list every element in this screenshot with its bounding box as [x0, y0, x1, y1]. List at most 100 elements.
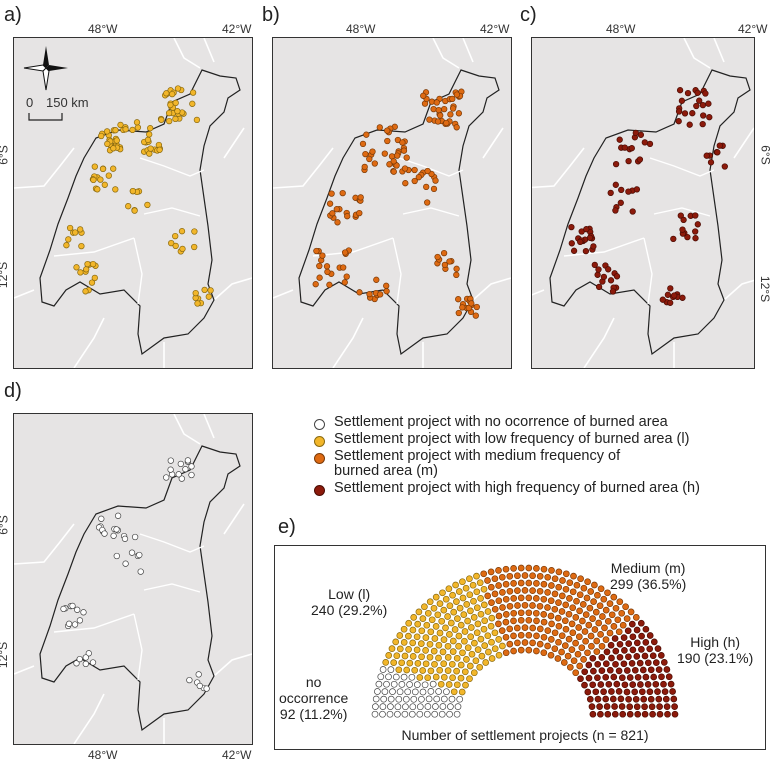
settlement-point-medium [393, 162, 400, 169]
settlement-point-medium [455, 110, 463, 117]
seat-high [602, 660, 610, 668]
seat-low [401, 652, 409, 660]
seat-low [449, 674, 456, 682]
seat-high [638, 646, 645, 653]
seat-medium [495, 567, 502, 574]
seat-medium [575, 624, 583, 631]
tick-lon-left-b: 48°W [346, 22, 376, 36]
settlement-point-high [659, 296, 666, 303]
tick-lat-top-a: 6°S [0, 145, 11, 165]
seat-medium [525, 609, 533, 617]
seat-high [632, 695, 640, 703]
settlement-point-high [568, 240, 575, 247]
seat-medium [601, 624, 608, 632]
seat-low [414, 660, 422, 667]
seat-high [646, 632, 654, 639]
settlement-point-high [590, 243, 597, 250]
settlement-point-low [112, 127, 119, 134]
seat-medium [600, 595, 608, 603]
settlement-point-none [71, 621, 79, 628]
settlement-point-medium [420, 92, 427, 99]
seat-low [400, 639, 408, 646]
seat-medium [544, 627, 552, 634]
seat-low [419, 615, 427, 622]
settlement-point-none [177, 460, 184, 468]
seat-none [381, 688, 389, 695]
seat-medium [558, 648, 565, 656]
seat-low [488, 614, 496, 622]
seat-low [426, 640, 434, 648]
seat-high [612, 660, 619, 668]
settlement-point-low [73, 264, 80, 271]
seat-none [377, 673, 385, 681]
seat-medium [484, 592, 492, 600]
seat-low [474, 620, 482, 628]
seat-high [669, 688, 676, 695]
seat-none [371, 710, 379, 718]
settlement-point-low [189, 100, 196, 107]
seat-low [435, 654, 442, 662]
seat-high [596, 703, 603, 710]
seat-high [631, 688, 639, 696]
seat-medium [558, 608, 566, 615]
seat-medium [517, 564, 525, 572]
seat-low [422, 660, 430, 668]
seat-high [670, 695, 678, 703]
seat-high [590, 667, 597, 675]
settlement-point-high [681, 110, 689, 117]
settlement-point-high [679, 226, 686, 233]
seat-none [406, 681, 413, 688]
seat-high [617, 695, 625, 703]
seat-low [430, 604, 438, 612]
tick-lon-left-c: 48°W [606, 22, 636, 36]
seat-none [372, 703, 379, 710]
seat-medium [578, 644, 586, 652]
seat-medium [540, 565, 548, 573]
settlement-point-medium [411, 166, 418, 174]
panel-label-e: e) [278, 516, 296, 538]
settlement-point-low [63, 242, 70, 249]
seat-medium [554, 655, 562, 662]
seat-medium [506, 572, 514, 580]
seat-medium [514, 639, 521, 647]
settlement-point-low [133, 119, 141, 126]
map-region-group [14, 38, 252, 368]
seat-low [457, 661, 465, 669]
seat-high [600, 688, 607, 696]
seat-high [577, 675, 584, 683]
settlement-point-medium [356, 209, 363, 217]
seat-low [436, 600, 444, 607]
seat-low [478, 652, 486, 660]
seat-low [431, 635, 439, 642]
seat-low [406, 659, 414, 667]
settlement-point-high [675, 108, 683, 115]
settlement-point-none [80, 609, 87, 616]
seat-high [605, 680, 613, 688]
settlement-point-medium [426, 116, 433, 123]
map-panel-medium [272, 37, 512, 369]
settlement-point-medium [440, 249, 448, 257]
settlement-point-medium [432, 177, 439, 184]
settlement-point-low [172, 99, 179, 107]
settlement-point-medium [437, 112, 444, 119]
seat-high [661, 688, 669, 695]
seat-medium [498, 627, 506, 634]
seat-medium [499, 589, 506, 596]
seat-high [588, 703, 596, 710]
seat-low [459, 594, 467, 602]
settlement-point-low [72, 229, 79, 236]
settlement-point-high [721, 163, 728, 170]
seat-none [401, 710, 409, 718]
seat-none [385, 673, 392, 681]
seat-low [477, 635, 485, 643]
seat-low [476, 579, 484, 587]
settlement-point-high [568, 223, 575, 231]
seat-medium [544, 589, 551, 596]
seat-low [418, 653, 425, 661]
settlement-point-high [676, 87, 684, 94]
map-panel-high [531, 37, 755, 369]
seat-medium [544, 604, 551, 611]
seat-medium [551, 629, 559, 637]
seat-low [466, 591, 474, 599]
seat-medium [632, 614, 640, 621]
